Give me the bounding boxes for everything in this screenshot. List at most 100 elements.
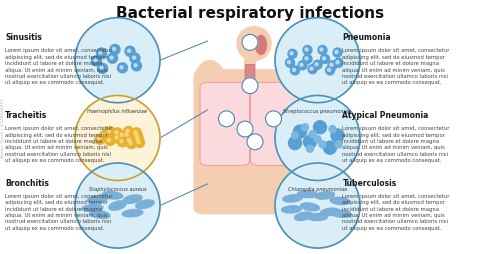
Ellipse shape	[324, 142, 336, 154]
Ellipse shape	[330, 198, 349, 205]
Text: Bacterial respiratory infections: Bacterial respiratory infections	[116, 6, 384, 21]
Ellipse shape	[310, 68, 313, 71]
Ellipse shape	[288, 137, 302, 150]
Ellipse shape	[218, 112, 234, 127]
Ellipse shape	[314, 121, 326, 134]
Ellipse shape	[332, 210, 351, 217]
Ellipse shape	[128, 139, 130, 142]
Ellipse shape	[304, 136, 316, 149]
Ellipse shape	[306, 146, 314, 153]
Ellipse shape	[105, 127, 115, 137]
Text: Lorem ipsum dolor sit amet, consectetur
adipiscing elit, sed do eiusmod tempor
i: Lorem ipsum dolor sit amet, consectetur …	[5, 48, 112, 85]
Ellipse shape	[294, 212, 312, 220]
Ellipse shape	[242, 78, 258, 94]
Ellipse shape	[256, 36, 266, 55]
Ellipse shape	[336, 61, 339, 65]
Ellipse shape	[335, 141, 342, 148]
Ellipse shape	[109, 201, 126, 210]
Ellipse shape	[333, 49, 342, 58]
Ellipse shape	[134, 65, 137, 68]
Ellipse shape	[237, 27, 271, 61]
Ellipse shape	[135, 134, 138, 137]
FancyBboxPatch shape	[245, 65, 255, 88]
Ellipse shape	[320, 55, 330, 64]
Ellipse shape	[123, 195, 142, 203]
Ellipse shape	[330, 64, 333, 67]
Ellipse shape	[136, 138, 139, 141]
Ellipse shape	[96, 49, 106, 59]
Ellipse shape	[124, 127, 134, 137]
Ellipse shape	[125, 47, 135, 57]
Ellipse shape	[326, 67, 334, 76]
Ellipse shape	[102, 134, 106, 137]
Ellipse shape	[294, 126, 306, 138]
Ellipse shape	[275, 19, 360, 103]
Ellipse shape	[247, 134, 263, 150]
Ellipse shape	[108, 54, 118, 64]
Text: Streptococcus pneumoniae: Streptococcus pneumoniae	[284, 108, 352, 113]
Ellipse shape	[120, 140, 123, 143]
Ellipse shape	[90, 211, 110, 218]
Text: Bronchitis: Bronchitis	[5, 178, 49, 187]
Ellipse shape	[100, 131, 110, 141]
Ellipse shape	[318, 46, 327, 55]
Ellipse shape	[303, 55, 312, 64]
Ellipse shape	[118, 137, 128, 147]
Ellipse shape	[130, 54, 140, 64]
Ellipse shape	[328, 69, 330, 72]
Ellipse shape	[120, 67, 123, 70]
Text: Lorem ipsum dolor sit amet, consectetur
adipiscing elit, sed do eiusmod tempor
i: Lorem ipsum dolor sit amet, consectetur …	[5, 193, 112, 230]
Ellipse shape	[98, 138, 100, 141]
Ellipse shape	[95, 135, 105, 145]
Ellipse shape	[305, 58, 308, 61]
Ellipse shape	[275, 61, 305, 101]
Ellipse shape	[122, 131, 132, 141]
Ellipse shape	[115, 136, 118, 139]
Ellipse shape	[320, 208, 340, 216]
Text: Staphylococcus aureus: Staphylococcus aureus	[88, 186, 146, 191]
Ellipse shape	[112, 48, 116, 51]
Text: Lorem ipsum dolor sit amet, consectetur
adipiscing elit, sed do eiusmod tempor
i: Lorem ipsum dolor sit amet, consectetur …	[5, 126, 112, 163]
Ellipse shape	[319, 141, 326, 148]
Ellipse shape	[108, 139, 110, 142]
Ellipse shape	[300, 203, 320, 211]
Ellipse shape	[132, 61, 141, 72]
Ellipse shape	[282, 206, 302, 213]
Ellipse shape	[88, 196, 108, 203]
Ellipse shape	[132, 131, 142, 141]
Ellipse shape	[112, 128, 122, 138]
Ellipse shape	[309, 131, 316, 138]
FancyBboxPatch shape	[250, 83, 300, 166]
Ellipse shape	[328, 61, 337, 71]
Ellipse shape	[288, 61, 290, 65]
Ellipse shape	[300, 64, 303, 67]
Ellipse shape	[102, 192, 123, 199]
Ellipse shape	[99, 52, 102, 55]
Ellipse shape	[94, 59, 97, 62]
Ellipse shape	[125, 134, 128, 137]
Ellipse shape	[105, 136, 115, 146]
Ellipse shape	[305, 49, 308, 52]
Ellipse shape	[110, 57, 113, 60]
FancyBboxPatch shape	[244, 51, 256, 67]
Ellipse shape	[122, 210, 143, 217]
Text: Chlamydia pneumoniae: Chlamydia pneumoniae	[288, 186, 347, 191]
Ellipse shape	[288, 50, 297, 59]
Ellipse shape	[100, 67, 103, 70]
Ellipse shape	[331, 130, 344, 142]
Ellipse shape	[136, 200, 154, 209]
Ellipse shape	[292, 69, 296, 72]
Ellipse shape	[132, 128, 141, 138]
Text: Lorem ipsum dolor sit amet, consectetur
adipiscing elit, sed do eiusmod tempor
i: Lorem ipsum dolor sit amet, consectetur …	[342, 126, 450, 163]
Text: Lorem ipsum dolor sit amet, consectetur
adipiscing elit, sed do eiusmod tempor
i: Lorem ipsum dolor sit amet, consectetur …	[342, 48, 450, 85]
Ellipse shape	[266, 112, 281, 127]
Ellipse shape	[92, 56, 102, 67]
Ellipse shape	[314, 136, 321, 143]
Ellipse shape	[283, 195, 302, 202]
Ellipse shape	[118, 64, 128, 74]
Text: Adobe Stock | #348828255: Adobe Stock | #348828255	[0, 97, 4, 157]
Ellipse shape	[290, 67, 300, 76]
Ellipse shape	[275, 163, 360, 248]
Text: Mycobacterium tuberculosis: Mycobacterium tuberculosis	[282, 253, 353, 254]
Ellipse shape	[286, 59, 294, 68]
